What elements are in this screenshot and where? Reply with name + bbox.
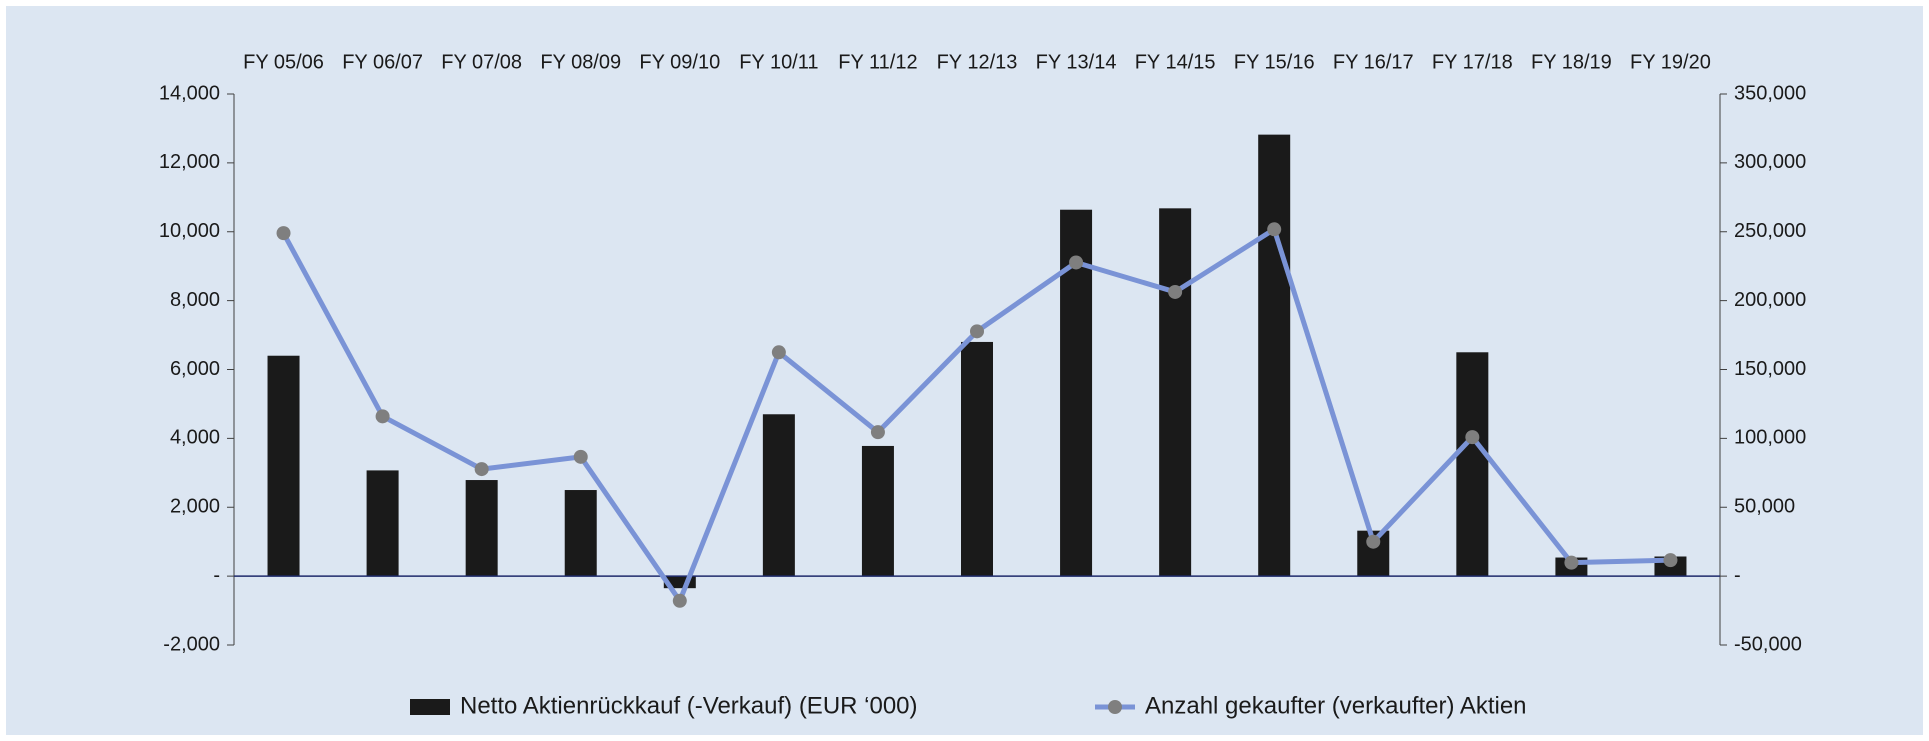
y-tick-label: 4,000 <box>170 427 220 449</box>
y2-tick-label: - <box>1734 564 1741 586</box>
bar <box>1258 134 1291 577</box>
y-tick-label: 2,000 <box>170 496 220 518</box>
y2-tick-label: 200,000 <box>1734 289 1806 311</box>
marker <box>1564 555 1579 570</box>
y2-tick-label: 300,000 <box>1734 151 1806 173</box>
legend-label: Anzahl gekaufter (verkaufter) Aktien <box>1145 692 1527 719</box>
bar <box>961 341 993 577</box>
x-tick-label: FY 06/07 <box>342 51 423 73</box>
marker <box>1663 553 1678 568</box>
legend-label: Netto Aktienrückkauf (-Verkauf) (EUR ‘00… <box>460 692 918 719</box>
bar <box>267 355 300 577</box>
marker <box>1069 255 1084 270</box>
marker <box>375 409 390 424</box>
bar <box>564 490 597 577</box>
y-tick-label: 12,000 <box>159 151 220 173</box>
marker <box>1465 430 1480 445</box>
marker <box>1168 284 1183 299</box>
bar <box>861 445 894 577</box>
x-tick-label: FY 09/10 <box>639 51 720 73</box>
x-tick-label: FY 10/11 <box>739 51 818 73</box>
y-tick-label: - <box>213 564 220 586</box>
legend-swatch <box>410 699 450 715</box>
marker <box>1267 222 1282 237</box>
y2-tick-label: 350,000 <box>1734 82 1806 104</box>
y2-tick-label: 100,000 <box>1734 427 1806 449</box>
x-tick-label: FY 08/09 <box>540 51 621 73</box>
marker <box>870 425 885 440</box>
y-tick-label: 8,000 <box>170 289 220 311</box>
x-tick-label: FY 12/13 <box>937 51 1018 73</box>
marker <box>276 226 291 241</box>
y-tick-label: 14,000 <box>159 82 220 104</box>
marker <box>1366 534 1381 549</box>
x-tick-label: FY 19/20 <box>1630 51 1711 73</box>
marker <box>672 593 687 608</box>
x-tick-label: FY 18/19 <box>1531 51 1612 73</box>
y-tick-label: 10,000 <box>159 220 220 242</box>
bar <box>1159 208 1192 577</box>
y2-tick-label: 250,000 <box>1734 220 1806 242</box>
x-tick-label: FY 13/14 <box>1036 51 1117 73</box>
x-tick-label: FY 17/18 <box>1432 51 1513 73</box>
x-tick-label: FY 16/17 <box>1333 51 1414 73</box>
y2-tick-label: -50,000 <box>1734 633 1802 655</box>
legend-marker <box>1108 700 1122 714</box>
marker <box>771 345 786 360</box>
x-tick-label: FY 07/08 <box>441 51 522 73</box>
marker <box>970 324 984 339</box>
marker <box>474 462 489 477</box>
y-tick-label: 6,000 <box>170 358 220 380</box>
x-tick-label: FY 15/16 <box>1234 51 1315 73</box>
bar <box>366 470 399 577</box>
bar <box>465 480 498 577</box>
bar <box>762 414 795 577</box>
x-tick-label: FY 11/12 <box>838 51 917 73</box>
bar <box>1456 352 1489 577</box>
marker <box>573 449 588 464</box>
y2-tick-label: 50,000 <box>1734 496 1795 518</box>
x-tick-label: FY 14/15 <box>1135 51 1216 73</box>
x-tick-label: FY 05/06 <box>243 51 324 73</box>
y2-tick-label: 150,000 <box>1734 358 1806 380</box>
y-tick-label: -2,000 <box>163 633 220 655</box>
